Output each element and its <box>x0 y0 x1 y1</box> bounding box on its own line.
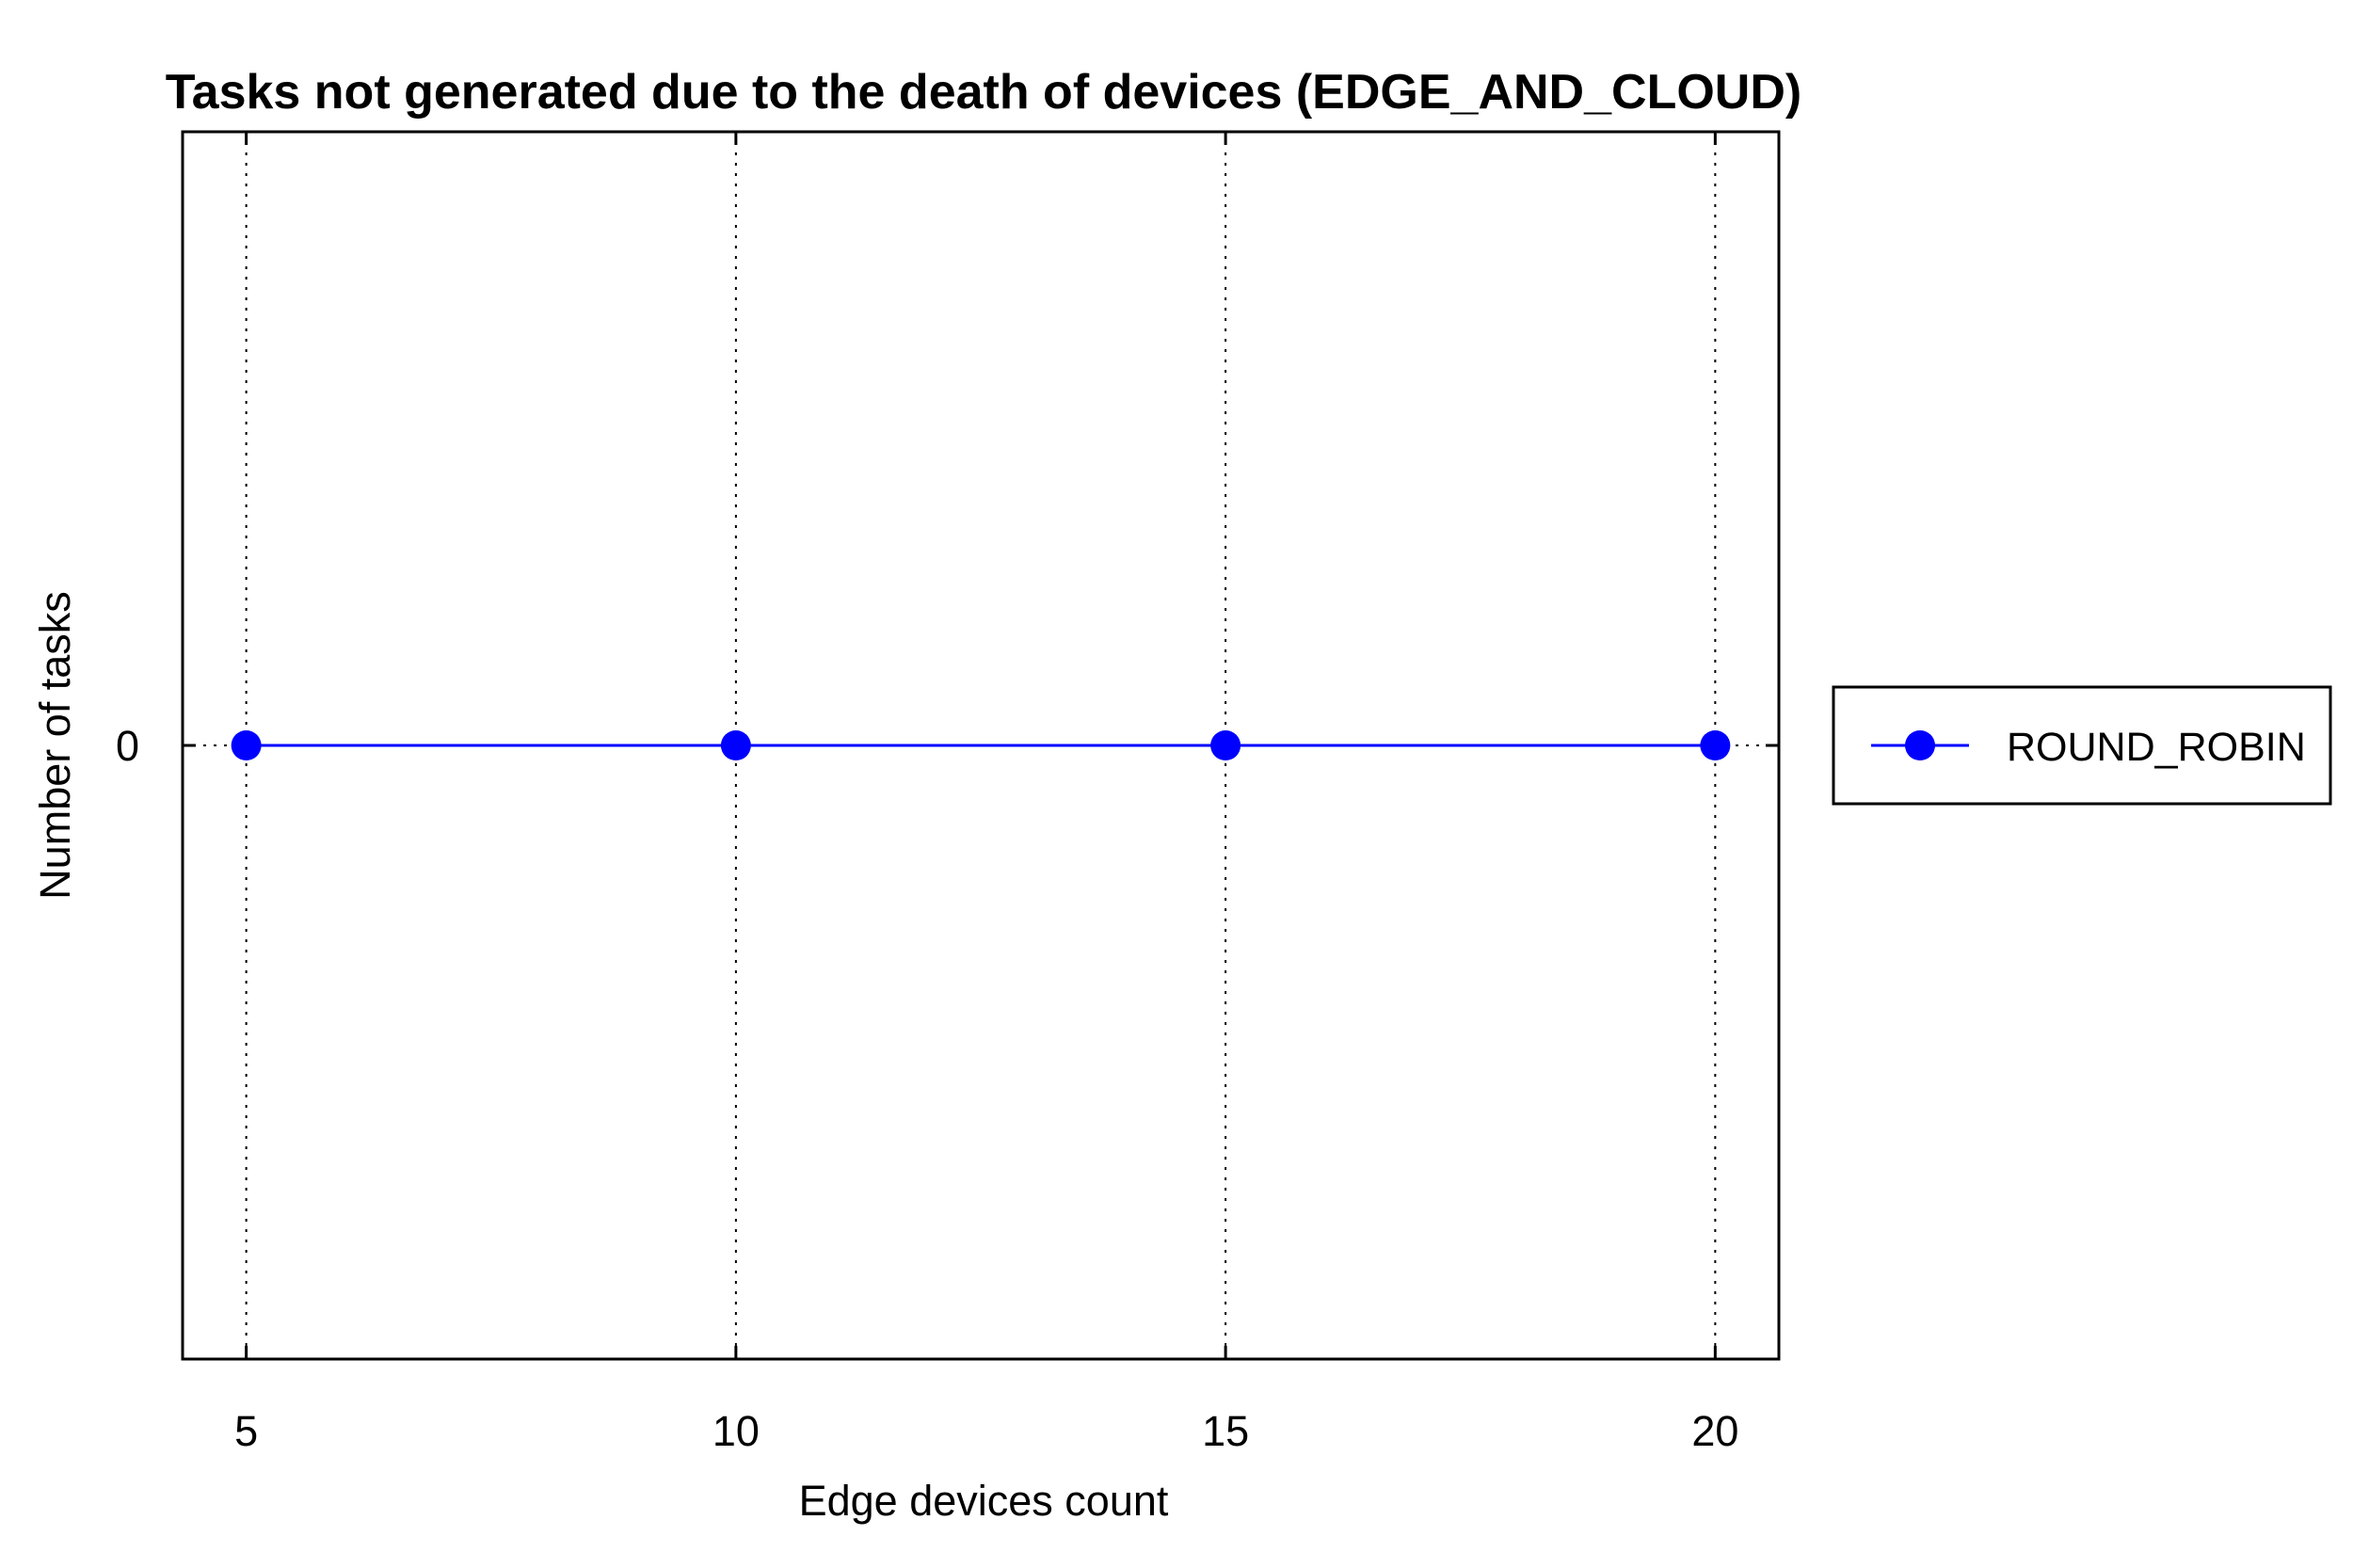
legend-label-round-robin: ROUND_ROBIN <box>2007 725 2306 770</box>
x-tick-label-20: 20 <box>1691 1407 1738 1455</box>
y-tick-label-0: 0 <box>116 722 139 770</box>
data-point-0-15 <box>1210 730 1241 760</box>
y-tick-labels: 0 <box>116 722 139 770</box>
data-point-0-20 <box>1700 730 1731 760</box>
legend: ROUND_ROBIN <box>1832 685 2332 806</box>
x-tick-label-5: 5 <box>234 1407 258 1455</box>
data-point-0-10 <box>720 730 751 760</box>
series-layer <box>231 730 1731 760</box>
axis-ticks <box>183 132 1779 1359</box>
chart-title: Tasks not generated due to the death of … <box>166 65 1801 120</box>
y-axis-label: Number of tasks <box>31 591 79 900</box>
data-point-0-5 <box>231 730 262 760</box>
x-axis-label: Edge devices count <box>799 1477 1169 1525</box>
x-tick-label-10: 10 <box>712 1407 760 1455</box>
x-tick-label-15: 15 <box>1202 1407 1249 1455</box>
legend-marker-round-robin <box>1905 730 1935 760</box>
x-tick-labels: 5 10 15 20 <box>234 1407 1738 1455</box>
